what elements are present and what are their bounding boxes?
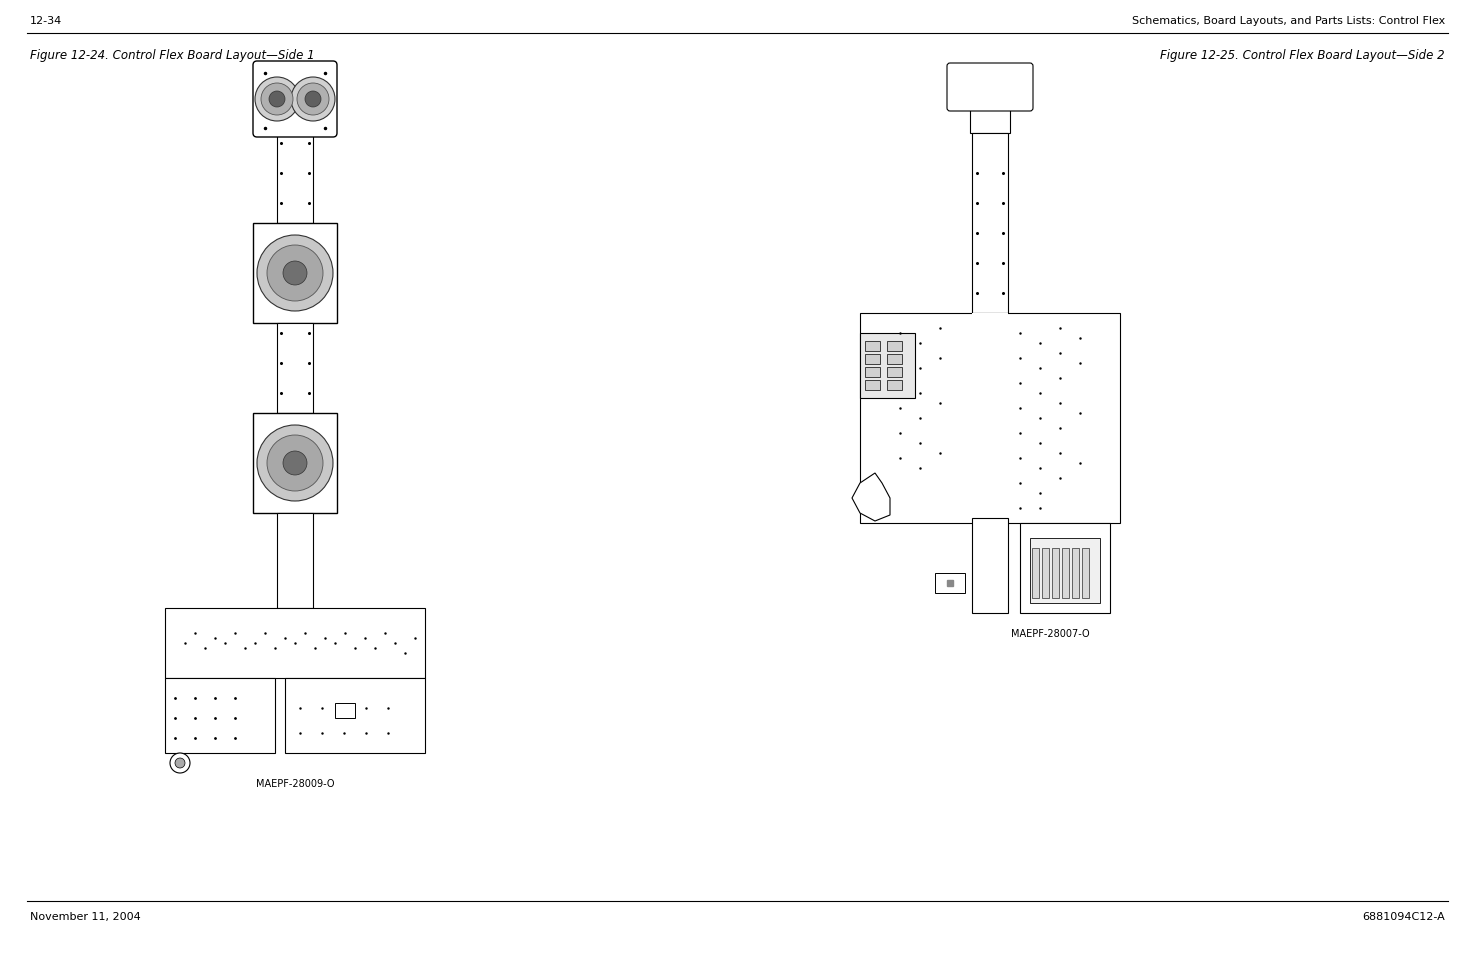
Bar (1052, 548, 1059, 598)
Bar (277, 133, 313, 224)
Bar (886, 341, 903, 352)
Bar (1041, 548, 1049, 598)
Polygon shape (853, 474, 889, 521)
Bar (864, 355, 881, 365)
Bar (972, 518, 1007, 614)
Circle shape (255, 78, 299, 122)
Bar (277, 514, 313, 608)
Circle shape (291, 78, 335, 122)
Text: November 11, 2004: November 11, 2004 (30, 911, 140, 921)
Circle shape (296, 84, 329, 116)
Text: MAEPF-28009-O: MAEPF-28009-O (255, 779, 335, 788)
Bar (971, 69, 1010, 133)
Bar (860, 314, 1120, 523)
Bar (864, 368, 881, 377)
Bar (864, 341, 881, 352)
Bar (886, 355, 903, 365)
Bar (972, 133, 1007, 314)
Circle shape (170, 753, 190, 773)
Circle shape (267, 436, 323, 492)
Bar (335, 703, 355, 719)
Bar (165, 679, 274, 753)
Text: Figure 12-24. Control Flex Board Layout—Side 1: Figure 12-24. Control Flex Board Layout—… (30, 49, 314, 62)
Bar (1032, 548, 1038, 598)
Circle shape (267, 246, 323, 302)
Bar (860, 334, 914, 398)
Circle shape (283, 262, 307, 286)
Bar (277, 324, 313, 414)
Bar (285, 679, 425, 753)
Bar (1062, 548, 1069, 598)
Text: MAEPF-28007-O: MAEPF-28007-O (1010, 628, 1090, 639)
Circle shape (176, 759, 184, 768)
Bar (254, 224, 336, 324)
Bar (165, 608, 425, 679)
FancyBboxPatch shape (947, 64, 1032, 112)
Circle shape (261, 84, 294, 116)
Text: Figure 12-25. Control Flex Board Layout—Side 2: Figure 12-25. Control Flex Board Layout—… (1161, 49, 1446, 62)
Bar (886, 368, 903, 377)
Bar (864, 380, 881, 391)
Bar (1083, 548, 1089, 598)
Text: Schematics, Board Layouts, and Parts Lists: Control Flex: Schematics, Board Layouts, and Parts Lis… (1131, 16, 1446, 26)
Circle shape (268, 91, 285, 108)
Bar (254, 414, 336, 514)
Bar (1021, 523, 1111, 614)
Bar (1030, 538, 1100, 603)
Bar (886, 380, 903, 391)
Circle shape (257, 426, 333, 501)
Circle shape (283, 452, 307, 476)
Text: 12-34: 12-34 (30, 16, 62, 26)
Text: 6881094C12-A: 6881094C12-A (1363, 911, 1446, 921)
FancyBboxPatch shape (254, 62, 336, 138)
Bar (972, 314, 1007, 523)
Bar (935, 574, 965, 594)
Circle shape (305, 91, 322, 108)
Bar (1072, 548, 1080, 598)
Circle shape (257, 235, 333, 312)
